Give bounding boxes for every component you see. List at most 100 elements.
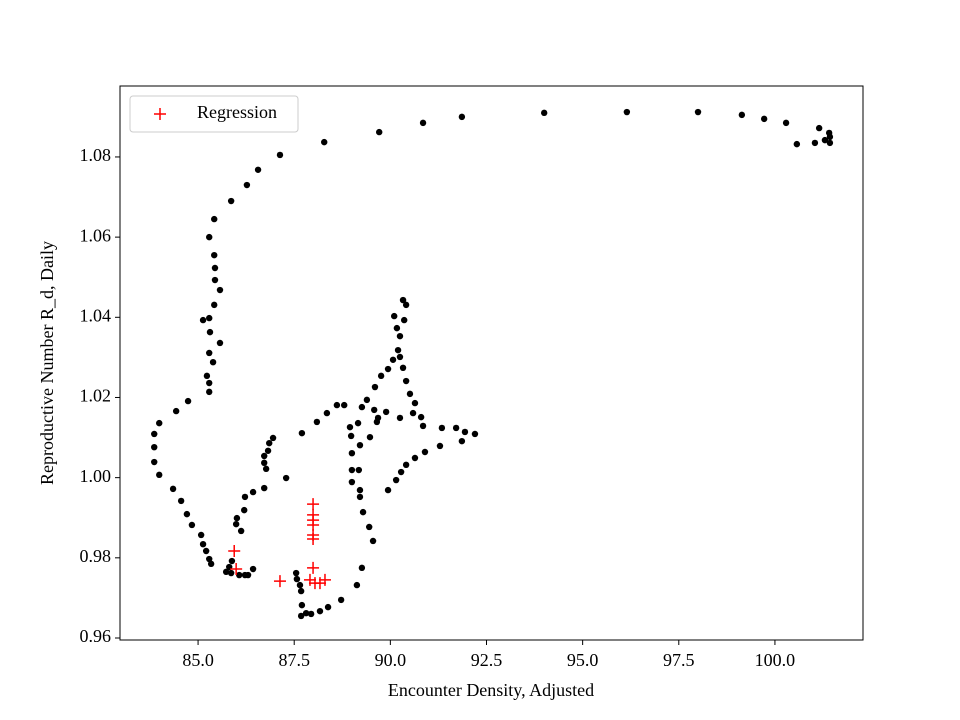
point [353, 581, 361, 589]
point [188, 521, 196, 529]
point [156, 419, 163, 427]
point [236, 571, 243, 579]
point [348, 478, 356, 486]
point [371, 406, 378, 414]
x-tick-label: 97.5 [663, 650, 695, 670]
point [337, 596, 345, 604]
point [438, 424, 446, 432]
point [261, 459, 268, 467]
point [276, 151, 284, 159]
point [307, 532, 320, 545]
point [358, 403, 366, 411]
point [269, 434, 277, 442]
point [297, 612, 305, 620]
point [318, 573, 331, 586]
point [376, 128, 383, 136]
point [266, 439, 273, 447]
point [811, 139, 819, 147]
point [363, 396, 371, 404]
point [393, 324, 401, 332]
x-tick-label: 92.5 [471, 650, 503, 670]
point [392, 476, 400, 484]
point [209, 358, 217, 366]
point [254, 166, 262, 173]
point [366, 433, 374, 441]
point [397, 468, 405, 476]
point [458, 113, 466, 121]
point [292, 569, 300, 577]
point [402, 301, 410, 309]
x-tick-label: 95.0 [567, 650, 599, 670]
point [384, 486, 392, 494]
point [452, 424, 460, 432]
point [409, 409, 417, 417]
point [183, 510, 191, 518]
point [313, 418, 321, 426]
point [540, 109, 548, 117]
point [333, 401, 341, 409]
point [211, 215, 218, 223]
point [216, 286, 224, 294]
plot-frame [119, 85, 864, 641]
point [177, 497, 185, 505]
point [347, 432, 355, 440]
point [230, 563, 243, 576]
point [461, 428, 469, 436]
point [296, 581, 304, 589]
point [156, 471, 163, 479]
point [207, 560, 215, 568]
point [261, 484, 268, 492]
point [694, 108, 702, 116]
point [199, 540, 207, 548]
series [151, 108, 834, 620]
point [382, 408, 390, 416]
y-tick-label: 0.98 [80, 546, 112, 566]
point [421, 448, 429, 456]
point [369, 537, 377, 545]
point [233, 514, 241, 522]
point [206, 328, 214, 336]
point [298, 601, 306, 609]
point [169, 485, 177, 493]
point [273, 575, 286, 588]
point [211, 264, 219, 272]
point [738, 111, 746, 119]
point [396, 414, 404, 422]
point [366, 523, 373, 531]
point [760, 115, 768, 123]
point [623, 108, 631, 116]
point [358, 564, 366, 572]
point [377, 372, 385, 380]
point [282, 474, 290, 482]
y-tick-label: 0.96 [80, 626, 112, 646]
point [172, 407, 180, 415]
point [417, 413, 425, 421]
point [244, 571, 252, 579]
point [401, 316, 408, 324]
point [359, 508, 367, 516]
point [821, 136, 829, 144]
point [348, 466, 356, 474]
point [411, 399, 419, 407]
legend-box [129, 95, 299, 133]
point [297, 587, 305, 595]
point [202, 547, 210, 555]
point [206, 379, 213, 387]
point [826, 139, 834, 147]
point [316, 607, 324, 615]
point [825, 129, 833, 137]
series [228, 498, 331, 590]
y-tick-label: 1.02 [80, 386, 112, 406]
point [302, 609, 310, 617]
x-tick-label: 87.5 [278, 650, 310, 670]
point [356, 493, 364, 501]
point [394, 346, 402, 354]
point [293, 575, 301, 583]
point [399, 364, 407, 372]
y-tick-label: 1.04 [80, 305, 112, 325]
point [206, 555, 213, 563]
x-tick-label: 85.0 [182, 650, 214, 670]
point [782, 119, 790, 127]
point [313, 577, 326, 590]
point [211, 301, 218, 309]
